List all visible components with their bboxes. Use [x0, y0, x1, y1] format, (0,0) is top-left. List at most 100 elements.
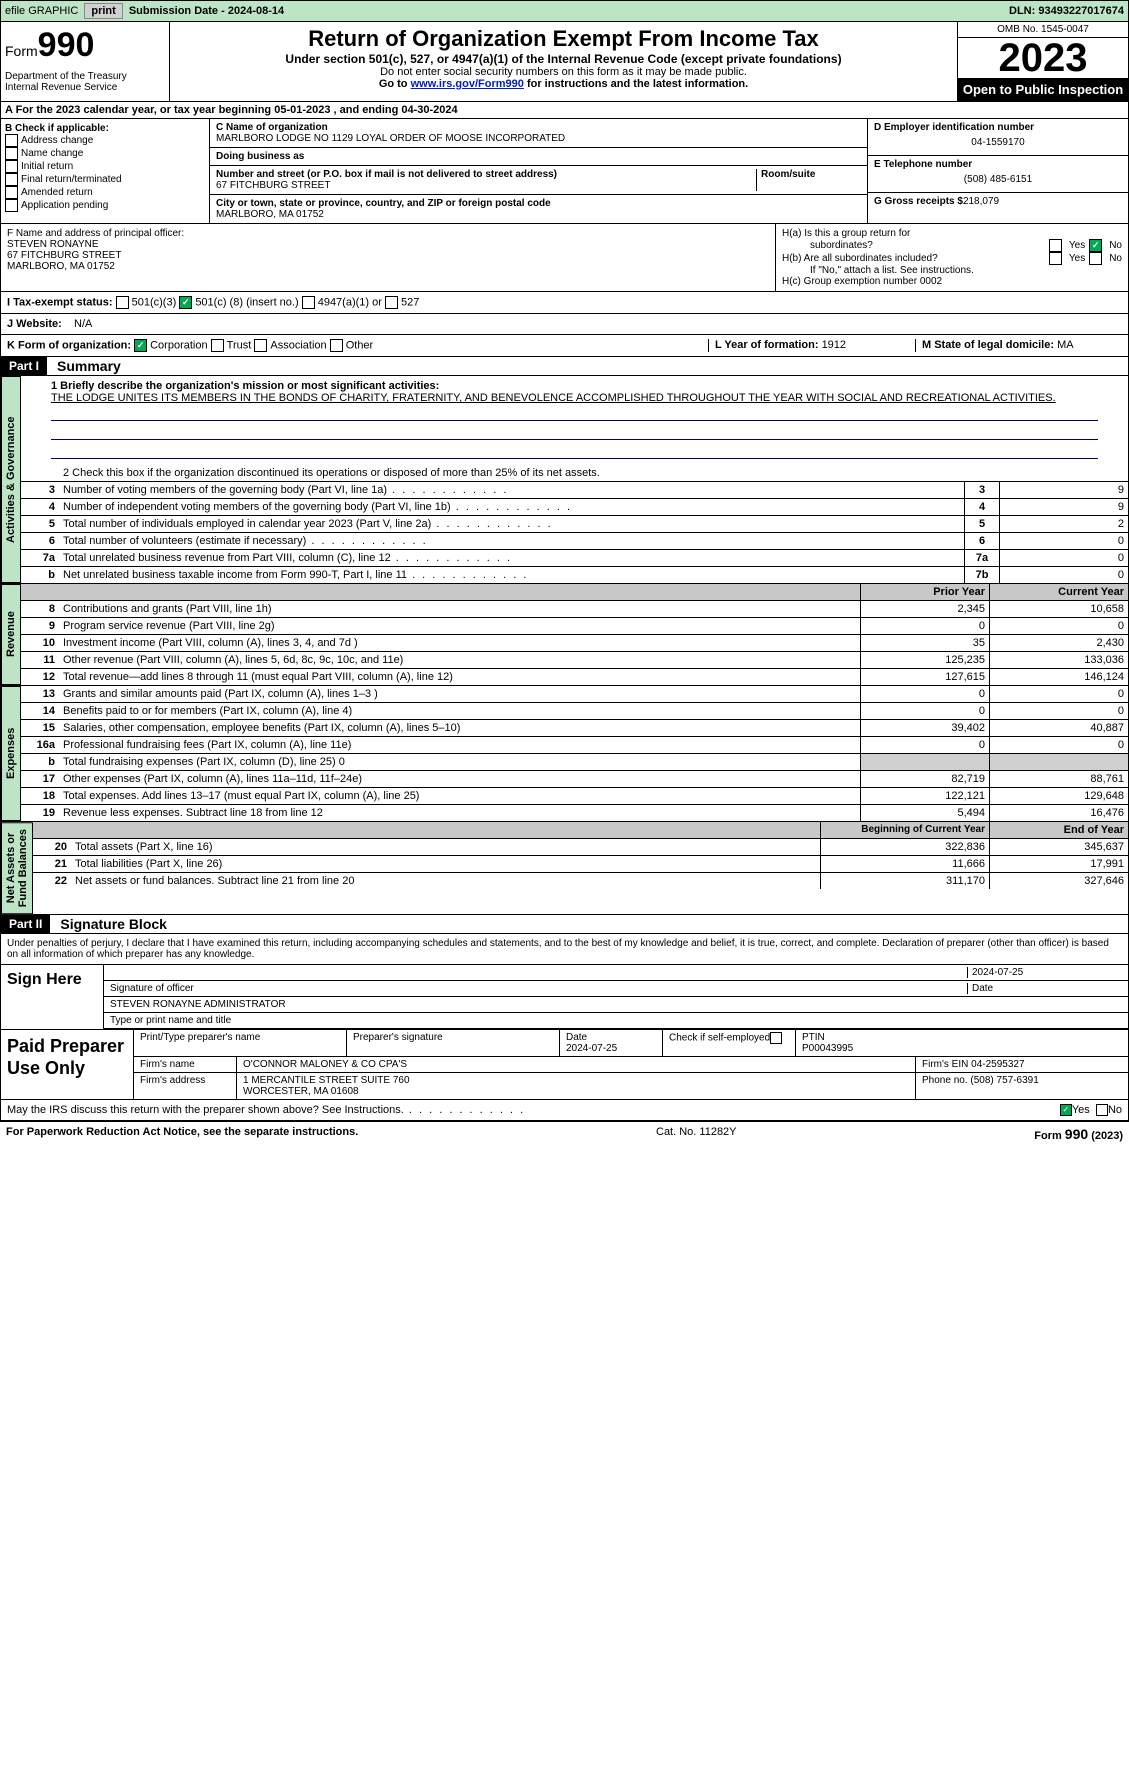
row-j-website: J Website: N/A	[0, 314, 1129, 335]
cb-4947[interactable]	[302, 296, 315, 309]
title-box: Return of Organization Exempt From Incom…	[170, 22, 957, 101]
gov-row-3: 3Number of voting members of the governi…	[21, 482, 1128, 499]
tax-year: 2023	[958, 38, 1128, 78]
data-row-17: 17Other expenses (Part IX, column (A), l…	[21, 771, 1128, 788]
gov-row-7a: 7aTotal unrelated business revenue from …	[21, 550, 1128, 567]
cb-initial-return[interactable]: Initial return	[5, 160, 205, 173]
col-b-checkboxes: B Check if applicable: Address change Na…	[1, 119, 210, 223]
top-toolbar: efile GRAPHIC print Submission Date - 20…	[0, 0, 1129, 22]
ein-value: 04-1559170	[874, 133, 1122, 152]
org-address: 67 FITCHBURG STREET	[216, 180, 756, 191]
hb-no[interactable]	[1089, 252, 1102, 265]
cb-association[interactable]	[254, 339, 267, 352]
section-expenses: Expenses 13Grants and similar amounts pa…	[0, 686, 1129, 822]
part-1-header: Part I Summary	[0, 357, 1129, 376]
data-row-19: 19Revenue less expenses. Subtract line 1…	[21, 805, 1128, 821]
group-exemption: 0002	[920, 276, 942, 287]
row-f-h: F Name and address of principal officer:…	[0, 224, 1129, 292]
cb-501c[interactable]	[179, 296, 192, 309]
row-k-l-m: K Form of organization: Corporation Trus…	[0, 335, 1129, 357]
section-governance: Activities & Governance 1 Briefly descri…	[0, 376, 1129, 584]
data-row-18: 18Total expenses. Add lines 13–17 (must …	[21, 788, 1128, 805]
perjury-text: Under penalties of perjury, I declare th…	[0, 934, 1129, 965]
submission-label: Submission Date - 2024-08-14	[125, 5, 288, 17]
dln-label: DLN: 93493227017674	[1005, 5, 1128, 17]
section-revenue: Revenue Prior YearCurrent Year 8Contribu…	[0, 584, 1129, 686]
data-row-21: 21Total liabilities (Part X, line 26)11,…	[33, 856, 1128, 873]
cb-501c3[interactable]	[116, 296, 129, 309]
form-title: Return of Organization Exempt From Incom…	[174, 26, 953, 52]
col-d-ein: D Employer identification number04-15591…	[867, 119, 1128, 223]
ptin: P00043995	[802, 1043, 1122, 1054]
officer-name: STEVEN RONAYNE	[7, 239, 769, 250]
data-row-13: 13Grants and similar amounts paid (Part …	[21, 686, 1128, 703]
website-value: N/A	[74, 318, 92, 330]
data-row-8: 8Contributions and grants (Part VIII, li…	[21, 601, 1128, 618]
state-domicile: MA	[1057, 339, 1074, 351]
org-city: MARLBORO, MA 01752	[216, 209, 861, 220]
discuss-yes[interactable]	[1060, 1104, 1072, 1116]
cb-527[interactable]	[385, 296, 398, 309]
page-footer: For Paperwork Reduction Act Notice, see …	[0, 1121, 1129, 1146]
vtab-revenue: Revenue	[1, 584, 21, 685]
discuss-no[interactable]	[1096, 1104, 1108, 1116]
firm-phone: (508) 757-6391	[970, 1075, 1038, 1086]
section-net-assets: Net Assets or Fund Balances Beginning of…	[0, 822, 1129, 915]
vtab-governance: Activities & Governance	[1, 376, 21, 583]
signature-block: Sign Here 2024-07-25 Signature of office…	[0, 965, 1129, 1030]
data-row-b: bTotal fundraising expenses (Part IX, co…	[21, 754, 1128, 771]
cb-name-change[interactable]: Name change	[5, 147, 205, 160]
data-row-9: 9Program service revenue (Part VIII, lin…	[21, 618, 1128, 635]
paid-preparer-label: Paid Preparer Use Only	[1, 1030, 134, 1099]
hb-yes[interactable]	[1049, 252, 1062, 265]
gov-row-b: bNet unrelated business taxable income f…	[21, 567, 1128, 583]
form-990-page: efile GRAPHIC print Submission Date - 20…	[0, 0, 1129, 1146]
firm-address: 1 MERCANTILE STREET SUITE 760	[243, 1075, 909, 1086]
data-row-11: 11Other revenue (Part VIII, column (A), …	[21, 652, 1128, 669]
section-b-c-d: B Check if applicable: Address change Na…	[0, 119, 1129, 224]
cb-address-change[interactable]: Address change	[5, 134, 205, 147]
data-row-15: 15Salaries, other compensation, employee…	[21, 720, 1128, 737]
data-row-20: 20Total assets (Part X, line 16)322,8363…	[33, 839, 1128, 856]
data-row-14: 14Benefits paid to or for members (Part …	[21, 703, 1128, 720]
cb-self-employed[interactable]	[770, 1032, 782, 1044]
row-i-tax-status: I Tax-exempt status: 501(c)(3) 501(c) (8…	[0, 292, 1129, 314]
print-button[interactable]: print	[84, 3, 122, 19]
gov-row-4: 4Number of independent voting members of…	[21, 499, 1128, 516]
paid-preparer-block: Paid Preparer Use Only Print/Type prepar…	[0, 1030, 1129, 1100]
row-a-period: A For the 2023 calendar year, or tax yea…	[0, 102, 1129, 119]
gov-row-5: 5Total number of individuals employed in…	[21, 516, 1128, 533]
cb-other[interactable]	[330, 339, 343, 352]
firm-ein: 04-2595327	[971, 1059, 1024, 1070]
cb-final-return[interactable]: Final return/terminated	[5, 173, 205, 186]
data-row-10: 10Investment income (Part VIII, column (…	[21, 635, 1128, 652]
form-number-box: Form990 Department of the Treasury Inter…	[1, 22, 170, 101]
discuss-row: May the IRS discuss this return with the…	[0, 1100, 1129, 1121]
officer-name-title: STEVEN RONAYNE ADMINISTRATOR	[104, 997, 1128, 1013]
org-name: MARLBORO LODGE NO 1129 LOYAL ORDER OF MO…	[216, 133, 861, 144]
mission-text: THE LODGE UNITES ITS MEMBERS IN THE BOND…	[51, 392, 1098, 404]
efile-label: efile GRAPHIC	[1, 5, 82, 17]
gross-receipts: 218,079	[963, 196, 999, 207]
ha-no[interactable]	[1089, 239, 1102, 252]
col-c-org-info: C Name of organizationMARLBORO LODGE NO …	[210, 119, 867, 223]
data-row-22: 22Net assets or fund balances. Subtract …	[33, 873, 1128, 889]
ha-yes[interactable]	[1049, 239, 1062, 252]
telephone: (508) 485-6151	[874, 170, 1122, 189]
vtab-expenses: Expenses	[1, 686, 21, 821]
year-formation: 1912	[822, 339, 846, 351]
cb-trust[interactable]	[211, 339, 224, 352]
data-row-12: 12Total revenue—add lines 8 through 11 (…	[21, 669, 1128, 685]
part-2-header: Part II Signature Block	[0, 915, 1129, 934]
sign-here-label: Sign Here	[1, 965, 104, 1029]
data-row-16a: 16aProfessional fundraising fees (Part I…	[21, 737, 1128, 754]
dept-label: Department of the Treasury Internal Reve…	[5, 65, 165, 93]
year-box: OMB No. 1545-0047 2023 Open to Public In…	[957, 22, 1128, 101]
sign-date: 2024-07-25	[967, 967, 1122, 978]
prep-date: 2024-07-25	[566, 1043, 656, 1054]
irs-link[interactable]: www.irs.gov/Form990	[411, 78, 524, 90]
cb-amended-return[interactable]: Amended return	[5, 186, 205, 199]
cb-corporation[interactable]	[134, 339, 147, 352]
cb-application-pending[interactable]: Application pending	[5, 199, 205, 212]
form-header: Form990 Department of the Treasury Inter…	[0, 22, 1129, 102]
